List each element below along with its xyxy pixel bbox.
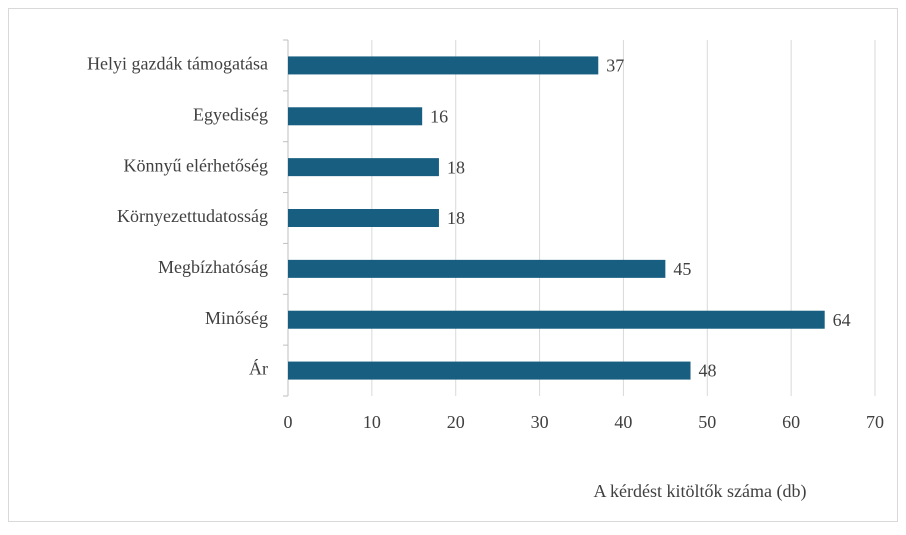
y-tick-label: Könnyű elérhetőség — [124, 155, 268, 175]
data-label: 48 — [699, 361, 717, 381]
bar — [288, 107, 423, 126]
data-label: 45 — [673, 259, 691, 279]
x-tick-label: 70 — [866, 412, 884, 432]
y-tick-label: Minőség — [205, 308, 268, 328]
data-label: 18 — [447, 208, 465, 228]
x-tick-label: 30 — [531, 412, 549, 432]
x-tick-label: 40 — [614, 412, 632, 432]
x-tick-label: 10 — [363, 412, 381, 432]
bar — [288, 259, 666, 278]
data-label: 37 — [606, 56, 624, 76]
x-axis-title: A kérdést kitöltők száma (db) — [594, 481, 807, 502]
x-tick-label: 60 — [782, 412, 800, 432]
data-label: 18 — [447, 157, 465, 177]
y-tick-label: Megbízhatóság — [158, 257, 268, 277]
data-label: 16 — [430, 106, 448, 126]
bar — [288, 361, 691, 380]
x-tick-label: 50 — [698, 412, 716, 432]
x-tick-label: 0 — [284, 412, 293, 432]
x-tick-label: 20 — [447, 412, 465, 432]
bar — [288, 158, 439, 177]
y-tick-label: Környezettudatosság — [117, 206, 268, 226]
bar — [288, 209, 439, 227]
y-tick-label: Ár — [249, 358, 268, 379]
data-label: 64 — [833, 310, 851, 330]
bar — [288, 56, 599, 75]
bar — [288, 310, 825, 329]
y-tick-label: Egyediség — [193, 104, 268, 124]
y-tick-label: Helyi gazdák támogatása — [87, 54, 268, 74]
